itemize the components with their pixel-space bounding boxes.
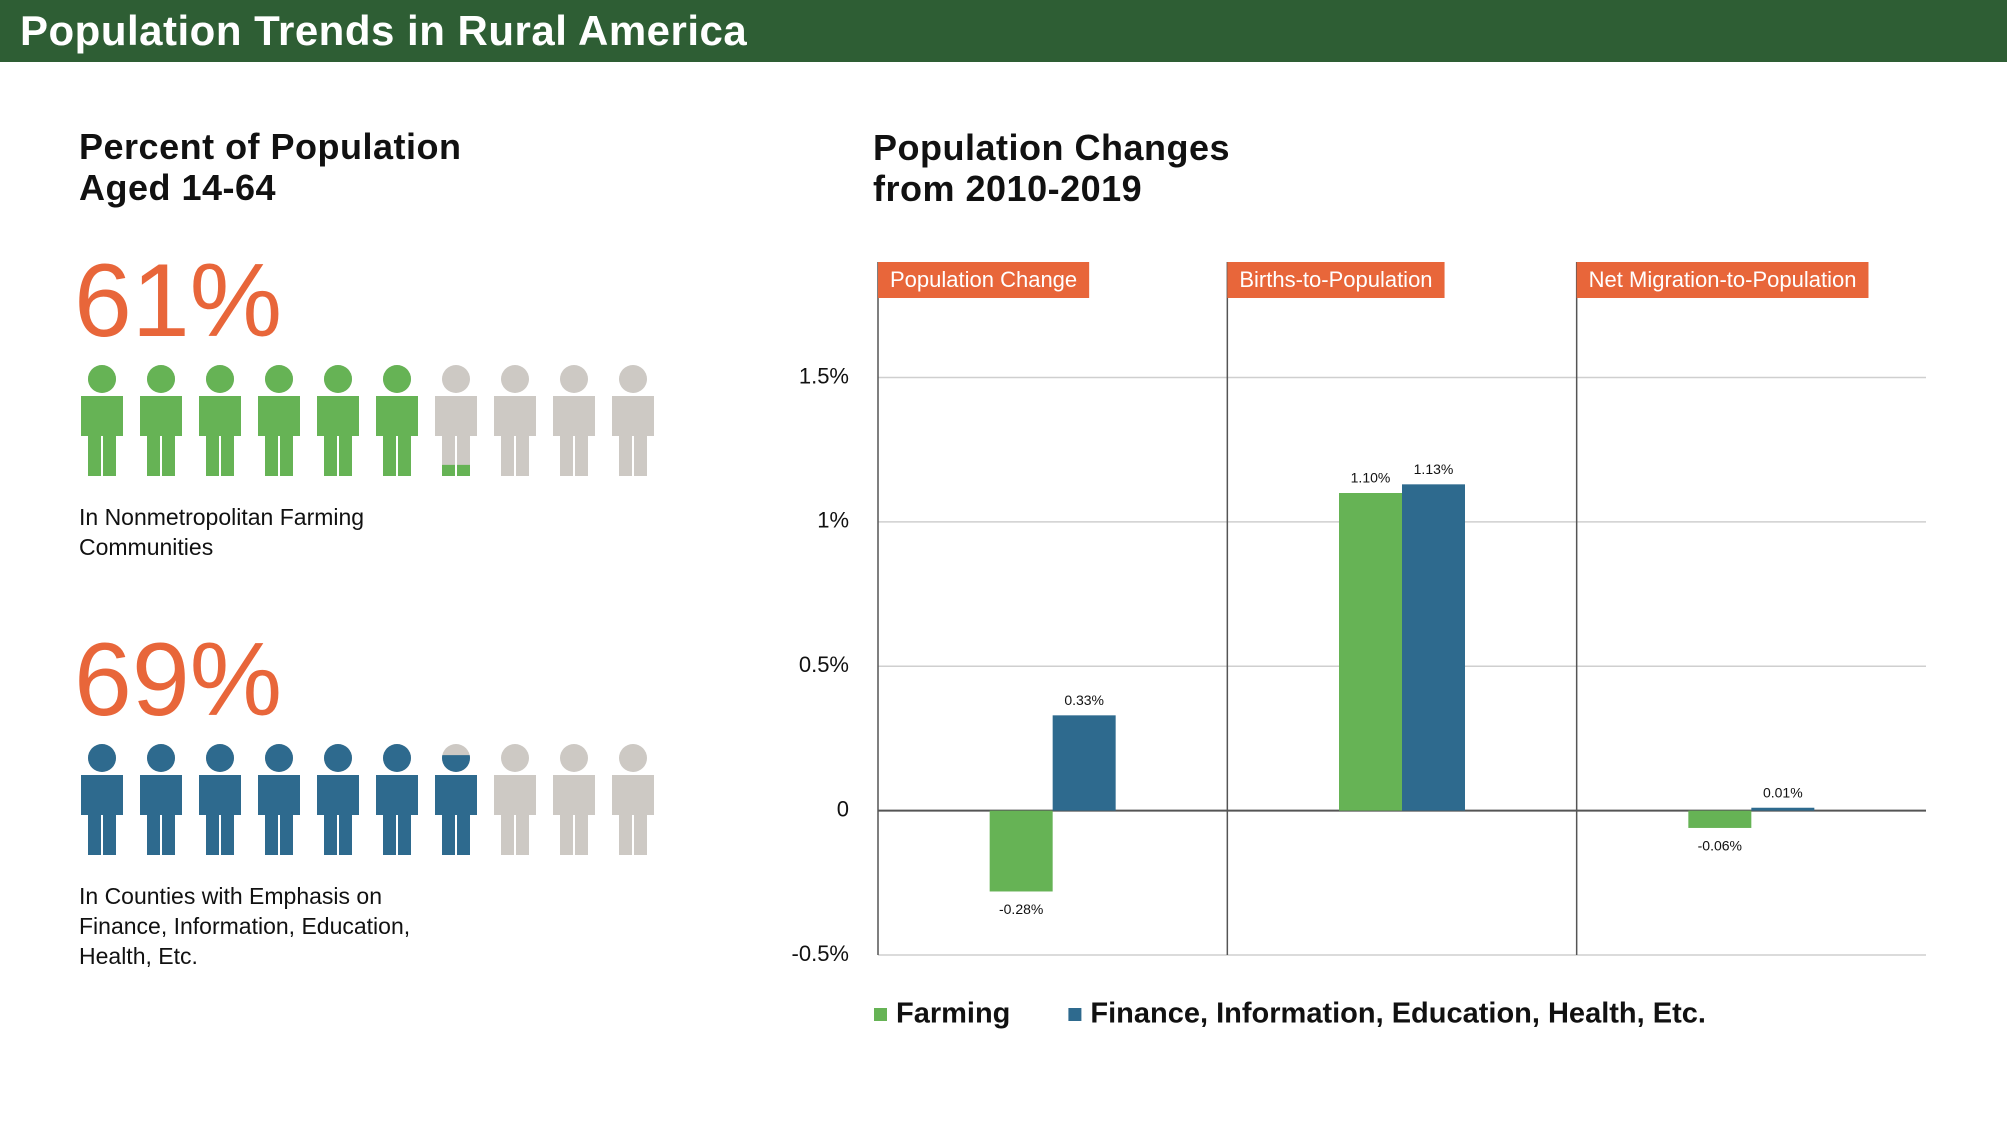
- icon-fill-body: [140, 396, 182, 476]
- big-value-label: 69%: [74, 622, 282, 738]
- icon-fill-head: [147, 744, 175, 772]
- icon-fill-body: [81, 775, 123, 855]
- person-icon-fill: [317, 744, 359, 855]
- icon-base-head: [501, 365, 529, 393]
- icon-fill-head: [88, 744, 116, 772]
- big-value-label: 61%: [74, 243, 282, 359]
- category-label: Net Migration-to-Population: [1589, 267, 1857, 292]
- icon-fill-head: [88, 365, 116, 393]
- person-icon: [435, 365, 477, 476]
- icon-base-body: [612, 396, 654, 476]
- person-icon-fill: [317, 365, 359, 476]
- header-bar: Population Trends in Rural America: [0, 0, 2007, 62]
- icon-base-head: [619, 365, 647, 393]
- person-icon: [494, 744, 536, 855]
- category-label: Births-to-Population: [1239, 267, 1432, 292]
- caption: In Nonmetropolitan Farming Communities: [79, 504, 365, 560]
- person-icon-fill: [376, 365, 418, 476]
- legend-label: Finance, Information, Education, Health,…: [1090, 998, 1706, 1030]
- person-icon-fill: [376, 744, 418, 855]
- person-icon-fill: [81, 744, 123, 855]
- value-label: 0.01%: [1763, 784, 1803, 800]
- icon-fill-body: [199, 775, 241, 855]
- icon-base-body: [553, 775, 595, 855]
- y-tick-label: -0.5%: [792, 941, 849, 966]
- person-icon-fill: [81, 365, 123, 476]
- person-icon-fill: [199, 744, 241, 855]
- person-icon: [612, 744, 654, 855]
- icon-fill-head: [206, 365, 234, 393]
- icon-fill-head: [383, 365, 411, 393]
- legend-label: Farming: [896, 998, 1010, 1030]
- icon-base-body: [553, 396, 595, 476]
- category-box: [1576, 262, 1869, 298]
- value-label: 1.10%: [1351, 470, 1391, 486]
- legend-swatch: [1068, 1008, 1082, 1021]
- icon-fill-head: [265, 365, 293, 393]
- person-icon-fill: [258, 365, 300, 476]
- chart-title: Population Changes from 2010-2019: [873, 127, 1231, 209]
- category-label: Population Change: [890, 267, 1077, 292]
- person-icon-fill: [435, 755, 477, 855]
- icon-fill-head: [147, 365, 175, 393]
- bar: [1052, 715, 1116, 811]
- y-tick-label: 1%: [817, 508, 849, 533]
- legend-swatch: [874, 1008, 887, 1021]
- icon-fill-body: [81, 396, 123, 476]
- icon-fill-head: [442, 755, 470, 772]
- icon-fill-body: [442, 464, 470, 476]
- value-label: 0.33%: [1064, 692, 1104, 708]
- person-icon-fill: [442, 464, 470, 476]
- header-title: Population Trends in Rural America: [20, 7, 748, 54]
- y-tick-label: 1.5%: [799, 363, 849, 388]
- icon-fill-head: [324, 365, 352, 393]
- person-icon-fill: [140, 744, 182, 855]
- icon-base-body: [494, 775, 536, 855]
- icon-fill-head: [383, 744, 411, 772]
- icon-fill-body: [140, 775, 182, 855]
- person-icon: [494, 365, 536, 476]
- icon-fill-head: [265, 744, 293, 772]
- value-label: -0.28%: [999, 901, 1043, 917]
- bar: [1751, 807, 1815, 811]
- icon-base-head: [442, 365, 470, 393]
- person-icon: [553, 744, 595, 855]
- icon-fill-body: [258, 396, 300, 476]
- bar: [1402, 484, 1465, 811]
- icon-fill-head: [324, 744, 352, 772]
- y-tick-label: 0.5%: [799, 652, 849, 677]
- icon-base-head: [560, 744, 588, 772]
- icon-fill-body: [199, 396, 241, 476]
- icon-fill-body: [258, 775, 300, 855]
- icon-base-body: [435, 396, 477, 476]
- icon-fill-body: [435, 775, 477, 855]
- icon-fill-body: [376, 775, 418, 855]
- value-label: 1.13%: [1414, 461, 1454, 477]
- value-label: -0.06%: [1698, 838, 1742, 854]
- category-box: [878, 262, 1090, 298]
- icon-fill-head: [206, 744, 234, 772]
- bar: [989, 810, 1053, 892]
- person-icon-fill: [258, 744, 300, 855]
- person-icon-fill: [199, 365, 241, 476]
- person-icon: [612, 365, 654, 476]
- caption: In Counties with Emphasis on Finance, In…: [79, 883, 411, 969]
- category-box: [1227, 262, 1445, 298]
- icon-base-head: [619, 744, 647, 772]
- icon-base-body: [494, 396, 536, 476]
- icon-base-head: [560, 365, 588, 393]
- icon-fill-body: [317, 396, 359, 476]
- pictogram-title: Percent of Population Aged 14-64: [79, 126, 462, 208]
- icon-base-head: [501, 744, 529, 772]
- icon-fill-body: [317, 775, 359, 855]
- person-icon: [553, 365, 595, 476]
- bar: [1339, 493, 1402, 811]
- y-tick-label: 0: [837, 796, 849, 821]
- icon-fill-body: [376, 396, 418, 476]
- person-icon-fill: [140, 365, 182, 476]
- bar: [1688, 810, 1752, 828]
- icon-base-body: [612, 775, 654, 855]
